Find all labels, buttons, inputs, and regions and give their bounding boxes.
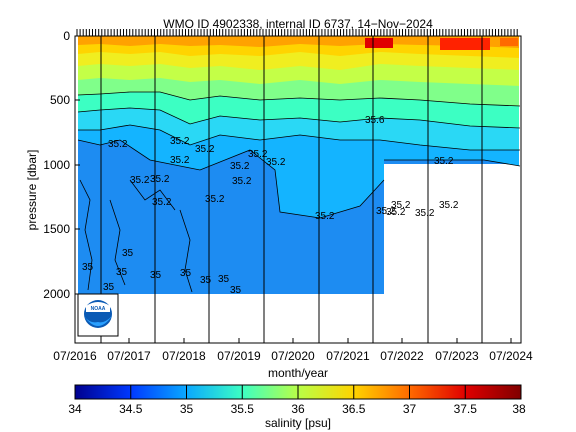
plot-frame	[74, 35, 522, 344]
x-tick-label: 07/2018	[162, 349, 206, 363]
contour-label: 35.2	[248, 149, 268, 160]
contour-label: 35.2	[205, 194, 225, 205]
x-tick-label: 07/2023	[435, 349, 479, 363]
colorbar-tick-label: 36	[291, 402, 305, 416]
x-tick-label: 07/2022	[380, 349, 424, 363]
band-36-7	[78, 36, 520, 48]
colorbar-tick-label: 35.5	[231, 402, 255, 416]
colorbar-label: salinity [psu]	[265, 416, 331, 430]
contour-line	[77, 139, 385, 219]
contour-label: 35	[150, 270, 162, 281]
y-tick-label: 1000	[43, 158, 70, 172]
colorbar-tick-label: 34.5	[119, 402, 143, 416]
contour-line	[77, 91, 521, 107]
year-markers	[100, 36, 483, 343]
contour-line	[384, 159, 521, 167]
surface-high-salinity-3	[500, 38, 518, 46]
y-tick-label: 1500	[43, 222, 70, 236]
contour-label: 35.2	[130, 175, 150, 186]
colorbar-tick-label: 34	[68, 402, 82, 416]
contour-label: 35	[122, 248, 134, 259]
contour-label: 35.2	[195, 144, 215, 155]
no-data-left	[75, 36, 78, 343]
surface-high-salinity-1	[365, 38, 393, 48]
salinity-field: 35.2 35.2 35.2 35.2 35.2 35.2 35.2 35.2 …	[75, 36, 521, 343]
contour-line	[179, 209, 193, 293]
contour-label: 35.2	[170, 136, 190, 147]
x-tick-label: 07/2024	[489, 349, 533, 363]
y-tick-label: 0	[63, 29, 70, 43]
colorbar-tick-label: 37	[403, 402, 417, 416]
contour-line	[78, 124, 520, 151]
contour-label: 35.2	[315, 211, 335, 222]
contour-label: 35	[116, 267, 128, 278]
contour-label: 35.2	[439, 200, 459, 211]
y-axis-label: pressure [dbar]	[25, 150, 39, 231]
contour-label: 35.2	[266, 157, 286, 168]
surface-high-salinity-2	[440, 38, 490, 50]
contour-label: 35	[200, 275, 212, 286]
colorbar-tick-label: 35	[180, 402, 194, 416]
contour-label: 35.2	[150, 174, 170, 185]
x-tick-label: 07/2017	[107, 349, 151, 363]
y-tick-label: 2000	[43, 287, 70, 301]
colorbar-tick-label: 37.5	[454, 402, 478, 416]
no-data-shallow	[384, 166, 521, 296]
x-tick-label: 07/2019	[217, 349, 261, 363]
contour-label: 35.2	[386, 207, 406, 218]
contour-labels: 35.2 35.2 35.2 35.2 35.2 35.2 35.2 35.2 …	[82, 115, 459, 296]
logo-text: NOAA	[91, 306, 106, 312]
colorbar-tick-label: 36.5	[342, 402, 366, 416]
x-tick-label: 07/2020	[271, 349, 315, 363]
colorbar-ticks	[130, 385, 466, 399]
contour-line	[129, 179, 176, 211]
y-tick-label: 500	[50, 93, 70, 107]
x-axis-label: month/year	[268, 366, 328, 380]
x-tick-label: 07/2016	[53, 349, 97, 363]
contour-label: 35.2	[108, 139, 128, 150]
colorbar-tick-label: 38	[512, 402, 526, 416]
contour-label: 35.2	[232, 176, 252, 187]
contour-line	[77, 107, 521, 129]
contour-label: 35	[230, 285, 242, 296]
profile-tick-marks	[76, 29, 518, 36]
contour-label: 35.6	[365, 115, 385, 126]
no-data-right	[519, 36, 521, 343]
contour-label: 35.2	[170, 155, 190, 166]
contour-line	[109, 199, 126, 286]
contour-label: 35.2	[434, 156, 454, 167]
contour-label: 35	[180, 268, 192, 279]
noaa-logo-icon: NOAA	[77, 293, 119, 337]
contour-label: 35	[218, 274, 230, 285]
contour-label: 35.2	[391, 200, 411, 211]
contour-label: 35	[103, 282, 115, 293]
x-tick-label: 07/2021	[326, 349, 370, 363]
contour-lines	[77, 91, 521, 293]
y-axis: 0 500 1000 1500 2000 pressure [dbar]	[25, 29, 80, 301]
contour-label: 35.2	[152, 197, 172, 208]
x-axis: 07/2016 07/2017 07/2018 07/2019 07/2020 …	[53, 338, 533, 380]
chart-title: WMO ID 4902338, internal ID 6737, 14−Nov…	[163, 17, 433, 31]
contour-label: 35.2	[376, 206, 396, 217]
colorbar: 34 34.5 35 35.5 36 36.5 37 37.5 38 salin…	[68, 384, 526, 430]
contour-label: 35	[82, 262, 94, 273]
no-data-deep	[75, 294, 521, 343]
contour-line	[79, 179, 93, 291]
contour-label: 35.2	[230, 161, 250, 172]
contour-label: 35.2	[415, 208, 435, 219]
